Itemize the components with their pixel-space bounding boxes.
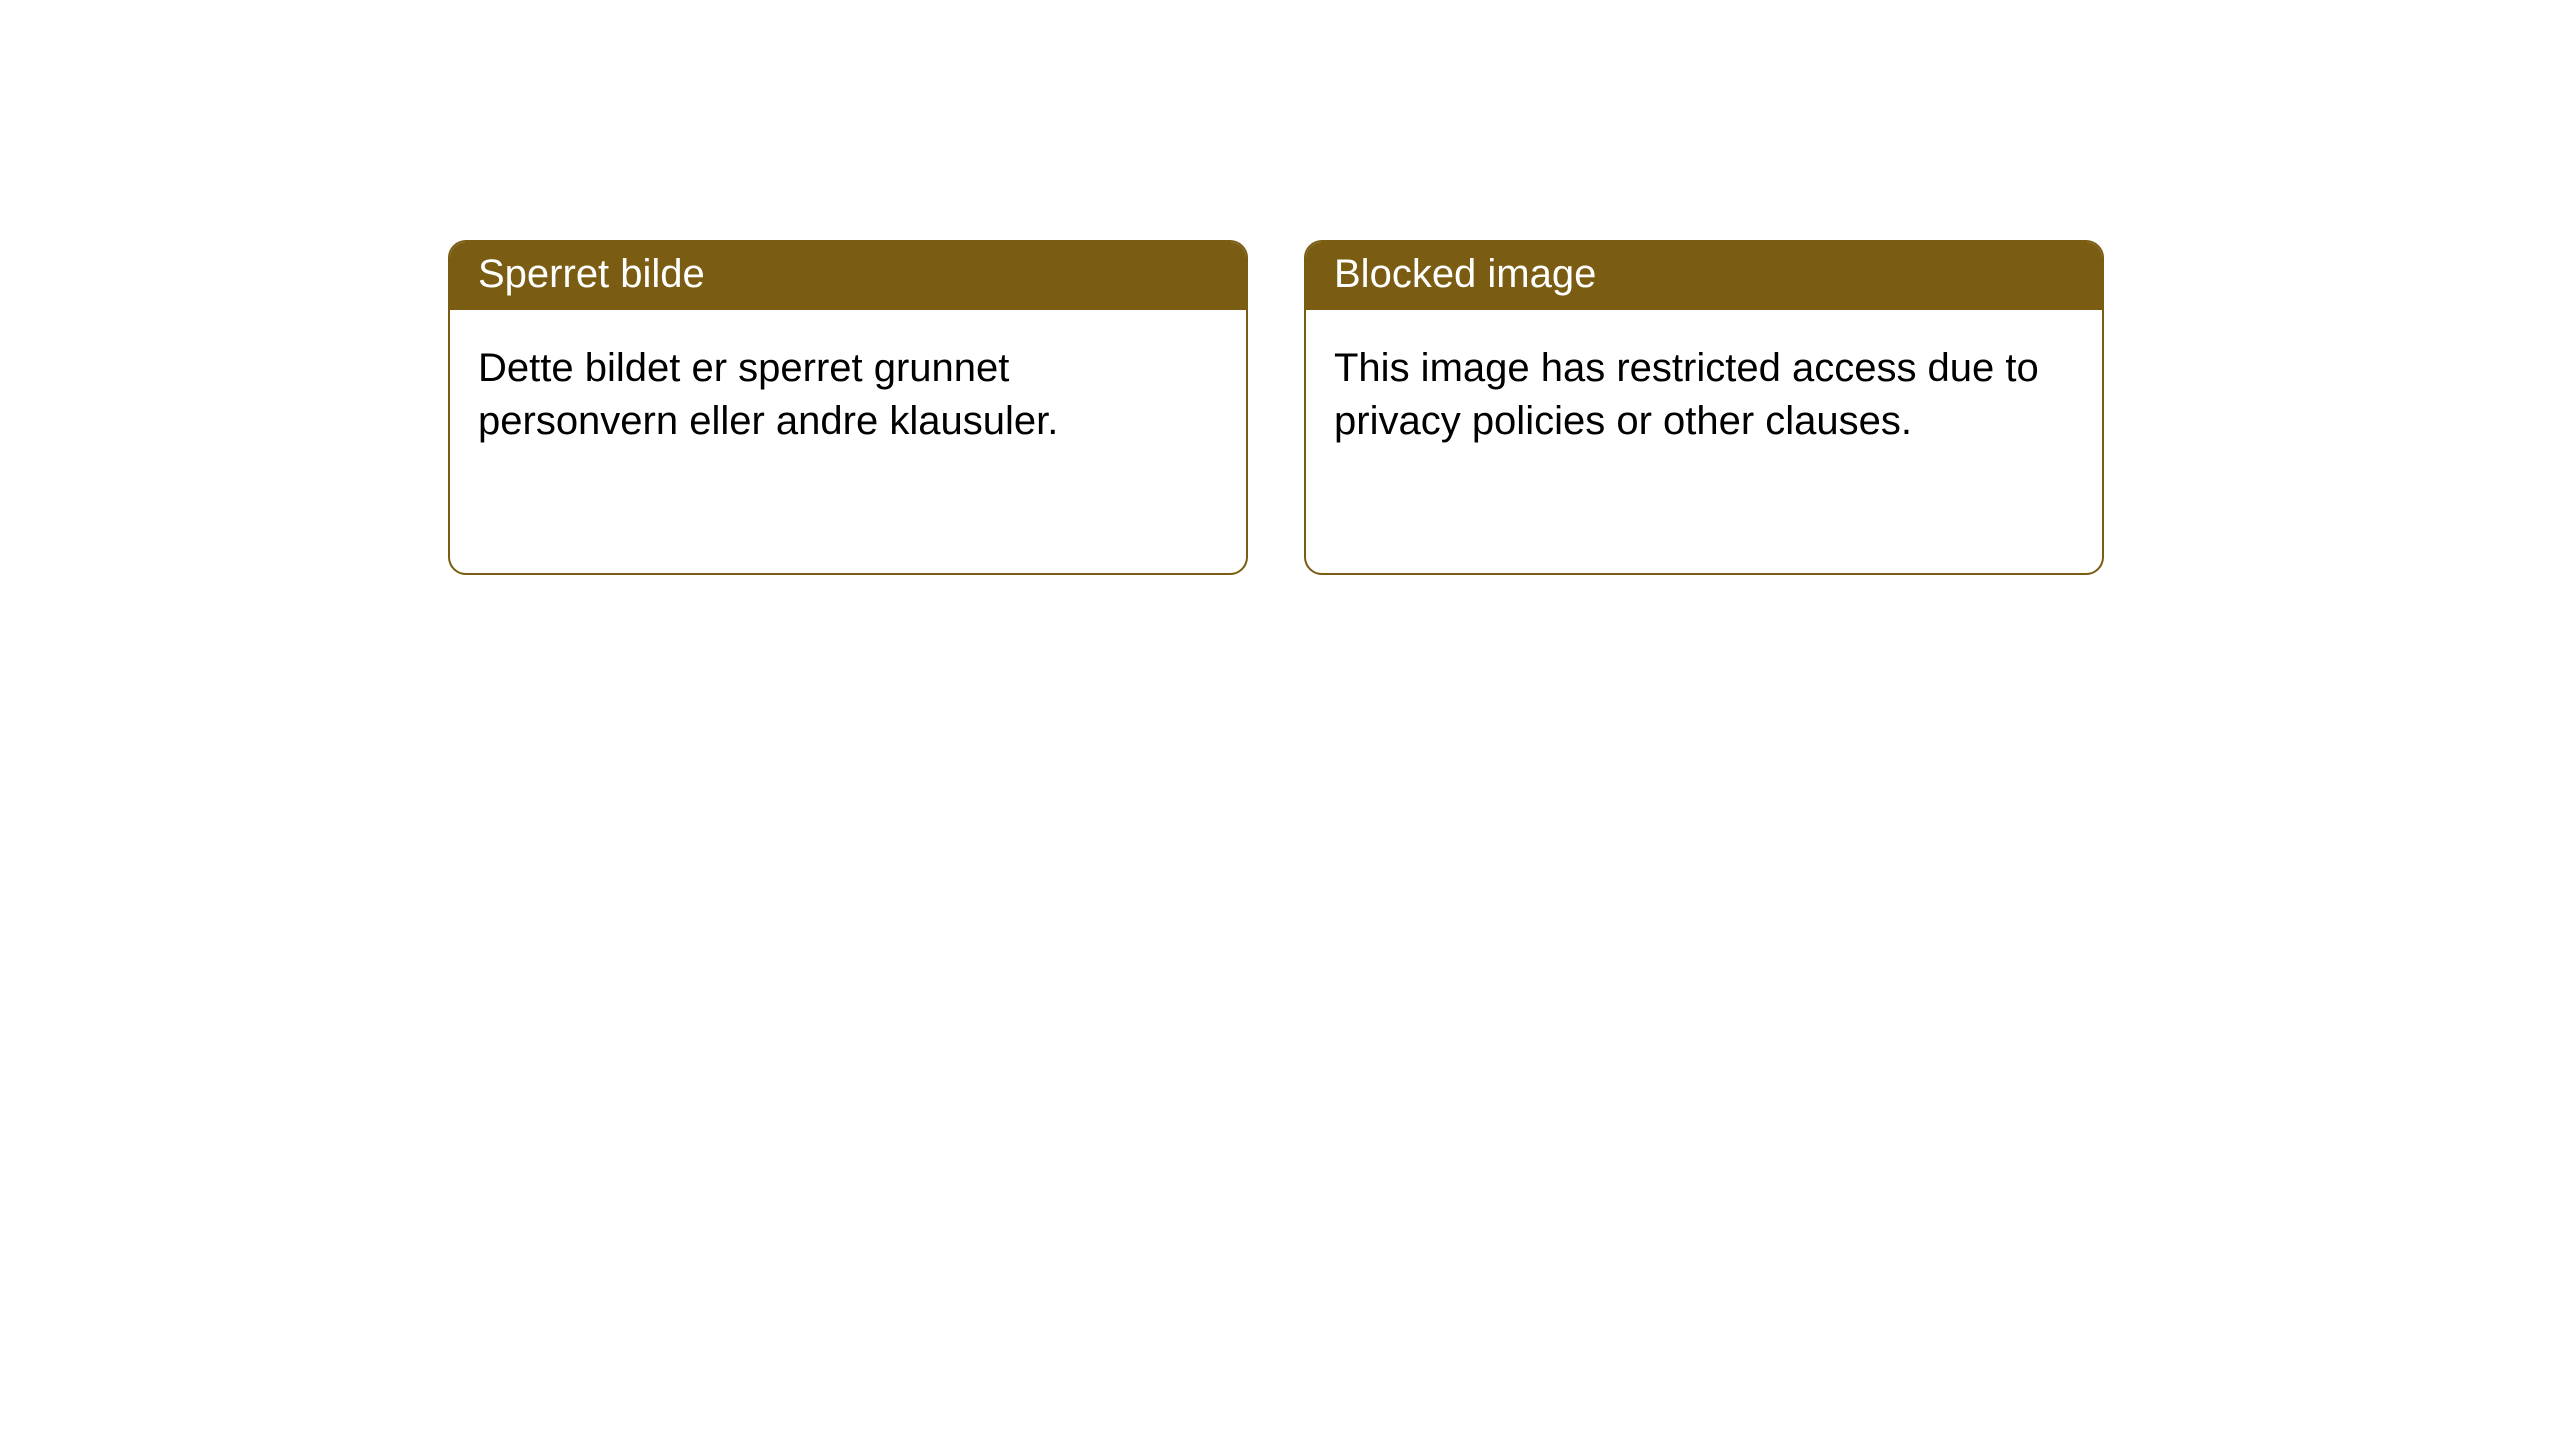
notice-title: Blocked image bbox=[1334, 252, 1596, 296]
notice-body: This image has restricted access due to … bbox=[1306, 310, 2102, 480]
notice-header: Sperret bilde bbox=[450, 242, 1246, 310]
notice-container: Sperret bilde Dette bildet er sperret gr… bbox=[0, 0, 2560, 575]
notice-header: Blocked image bbox=[1306, 242, 2102, 310]
notice-card-norwegian: Sperret bilde Dette bildet er sperret gr… bbox=[448, 240, 1248, 575]
notice-body: Dette bildet er sperret grunnet personve… bbox=[450, 310, 1246, 480]
notice-card-english: Blocked image This image has restricted … bbox=[1304, 240, 2104, 575]
notice-title: Sperret bilde bbox=[478, 252, 705, 296]
notice-text: This image has restricted access due to … bbox=[1334, 346, 2039, 443]
notice-text: Dette bildet er sperret grunnet personve… bbox=[478, 346, 1058, 443]
